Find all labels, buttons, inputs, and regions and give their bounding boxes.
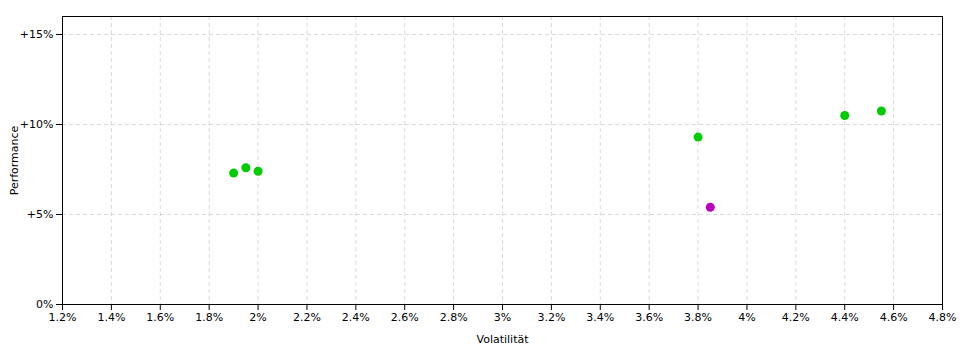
svg-text:0%: 0% (36, 298, 53, 311)
svg-text:3.6%: 3.6% (635, 311, 663, 324)
svg-text:1.6%: 1.6% (146, 311, 174, 324)
svg-text:2%: 2% (249, 311, 266, 324)
svg-text:1.4%: 1.4% (97, 311, 125, 324)
svg-text:Volatilität: Volatilität (476, 333, 529, 346)
svg-text:4.8%: 4.8% (929, 311, 957, 324)
svg-text:3%: 3% (494, 311, 511, 324)
svg-text:2.6%: 2.6% (391, 311, 419, 324)
svg-text:+10%: +10% (20, 118, 54, 131)
svg-text:+5%: +5% (27, 208, 54, 221)
svg-text:3.4%: 3.4% (586, 311, 614, 324)
svg-text:3.8%: 3.8% (684, 311, 712, 324)
svg-text:4.2%: 4.2% (782, 311, 810, 324)
svg-text:1.2%: 1.2% (49, 311, 77, 324)
svg-text:2.4%: 2.4% (342, 311, 370, 324)
svg-text:4.4%: 4.4% (831, 311, 859, 324)
svg-text:Performance: Performance (8, 125, 21, 195)
svg-text:2.8%: 2.8% (440, 311, 468, 324)
svg-text:3.2%: 3.2% (537, 311, 565, 324)
svg-text:4.6%: 4.6% (880, 311, 908, 324)
svg-text:+15%: +15% (20, 28, 54, 41)
svg-text:4%: 4% (738, 311, 755, 324)
svg-text:1.8%: 1.8% (195, 311, 223, 324)
svg-text:2.2%: 2.2% (293, 311, 321, 324)
